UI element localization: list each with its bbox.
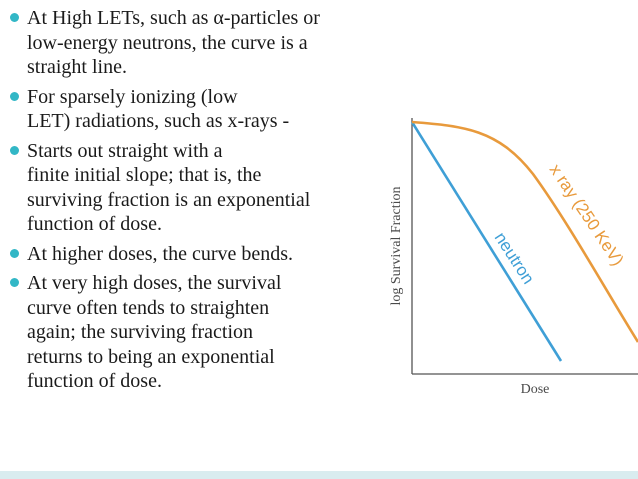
survival-curve-figure: neutron x ray (250 KeV) Dose log Surviva… bbox=[378, 74, 638, 404]
x-axis-label: Dose bbox=[521, 382, 550, 397]
y-axis-label: log Survival Fraction bbox=[389, 187, 404, 306]
bullet-text: straight line. bbox=[27, 56, 127, 78]
bullet-text: low-energy neutrons, the curve is a bbox=[27, 31, 308, 54]
bullet-item: Starts out straight with a finite initia… bbox=[10, 139, 385, 237]
bullet-text: Starts out straight with a bbox=[27, 139, 223, 162]
bullet-item: For sparsely ionizing (low LET) radiatio… bbox=[10, 85, 385, 134]
bottom-bar bbox=[0, 471, 638, 479]
bullet-text: At higher doses, the curve bends. bbox=[27, 242, 294, 265]
bullet-text: finite initial slope; that is, the bbox=[27, 164, 262, 186]
bullet-text: curve often tends to straighten bbox=[27, 296, 270, 319]
bullet-icon bbox=[10, 278, 19, 287]
bullet-item: At very high doses, the survival curve o… bbox=[10, 271, 385, 394]
bullet-item: At higher doses, the curve bends. bbox=[10, 242, 385, 267]
bullet-text: function of dose. bbox=[27, 370, 162, 392]
bullet-icon bbox=[10, 145, 19, 155]
bullet-icon bbox=[10, 91, 19, 101]
bullet-item: At High LETs, such as α-particles or low… bbox=[10, 6, 385, 80]
bullet-list: At High LETs, such as α-particles or low… bbox=[10, 6, 385, 399]
survival-curve-svg: neutron x ray (250 KeV) Dose log Surviva… bbox=[389, 118, 638, 397]
bullet-text: function of dose. bbox=[27, 213, 162, 235]
bullet-text: returns to being an exponential bbox=[27, 345, 275, 368]
bullet-text: LET) radiations, such as x-rays - bbox=[27, 110, 290, 132]
bullet-text: For sparsely ionizing (low bbox=[27, 85, 238, 108]
bullet-icon bbox=[10, 13, 19, 22]
bullet-text: again; the surviving fraction bbox=[27, 321, 254, 343]
bullet-text: At very high doses, the survival bbox=[27, 272, 282, 294]
bullet-icon bbox=[10, 248, 19, 258]
xray-label: x ray (250 KeV) bbox=[546, 161, 628, 270]
bullet-text: surviving fraction is an exponential bbox=[27, 188, 311, 211]
bullet-text: At High LETs, such as α-particles or bbox=[27, 7, 320, 29]
neutron-curve bbox=[410, 121, 563, 362]
xray-curve bbox=[411, 120, 638, 343]
